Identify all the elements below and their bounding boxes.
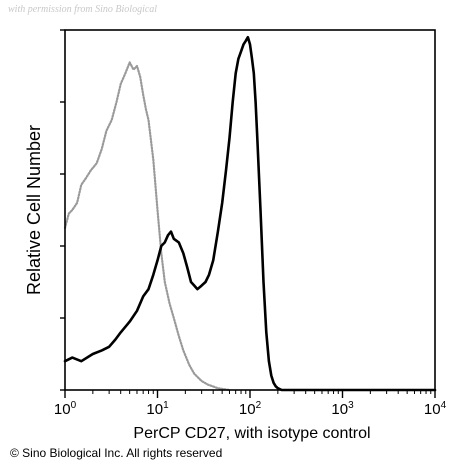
x-tick-label: 100 xyxy=(54,400,77,418)
histogram-series-1 xyxy=(63,61,231,392)
y-axis-label: Relative Cell Number xyxy=(24,125,44,295)
y-ticks xyxy=(60,29,65,391)
x-tick-label: 102 xyxy=(239,400,262,418)
copyright-footer: © Sino Biological Inc. All rights reserv… xyxy=(10,446,223,460)
x-tick-label: 103 xyxy=(331,400,354,418)
histogram-series-2 xyxy=(63,35,437,392)
x-tick-label: 101 xyxy=(146,400,169,418)
series-layer xyxy=(63,35,437,392)
x-axis-label: PerCP CD27, with isotype control xyxy=(133,425,370,442)
x-tick-label: 104 xyxy=(424,400,447,418)
watermark-text: with permission from Sino Biological xyxy=(8,4,158,15)
x-ticks: 100 101 102 103 104 xyxy=(54,390,447,418)
